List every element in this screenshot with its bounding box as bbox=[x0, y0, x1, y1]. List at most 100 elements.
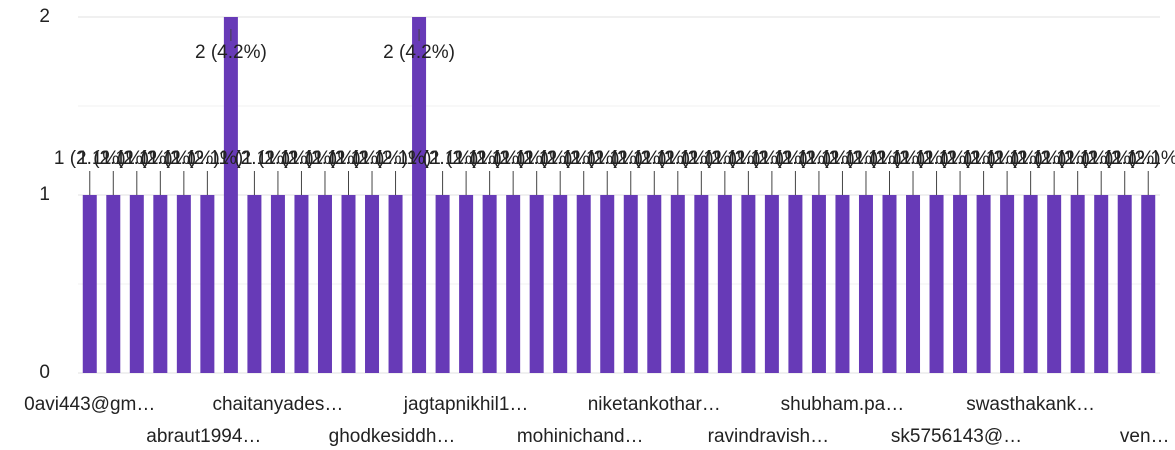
bar bbox=[1094, 195, 1109, 373]
bar bbox=[670, 195, 685, 373]
data-label: 1 (2.1%) bbox=[360, 148, 432, 169]
bar bbox=[270, 195, 285, 373]
bar bbox=[506, 195, 521, 373]
y-tick-label: 2 bbox=[39, 6, 50, 27]
bar bbox=[906, 195, 921, 373]
bar bbox=[929, 195, 944, 373]
bar bbox=[129, 195, 144, 373]
data-label: 1 (2.1%) bbox=[407, 148, 479, 169]
bar bbox=[388, 195, 403, 373]
data-label: 1 (2.1%) bbox=[171, 148, 243, 169]
data-label: 1 (2.1%) bbox=[783, 148, 855, 169]
data-label: 1 (2.1%) bbox=[101, 148, 173, 169]
bar bbox=[576, 195, 591, 373]
data-label: 1 (2.1%) bbox=[430, 148, 502, 169]
bar bbox=[717, 195, 732, 373]
data-label: 1 (2.1%) bbox=[54, 148, 126, 169]
bar bbox=[341, 195, 356, 373]
bar bbox=[1141, 195, 1156, 373]
data-label: 1 (2.1%) bbox=[1089, 148, 1161, 169]
data-label: 1 (2.1%) bbox=[830, 148, 902, 169]
x-tick-label: mohinichand… bbox=[517, 426, 644, 447]
data-label: 1 (2.1%) bbox=[948, 148, 1020, 169]
data-label: 1 (2.1%) bbox=[877, 148, 949, 169]
data-label: 1 (2.1%) bbox=[266, 148, 338, 169]
bar bbox=[835, 195, 850, 373]
data-label: 1 (2.1%) bbox=[548, 148, 620, 169]
x-tick-label: jagtapnikhil1… bbox=[403, 394, 529, 415]
data-label: 1 (2.1%) bbox=[148, 148, 220, 169]
data-label: 1 (2.1%) bbox=[665, 148, 737, 169]
x-tick-label: ravindravish… bbox=[708, 426, 829, 447]
data-label: 1 (2.1%) bbox=[289, 148, 361, 169]
bar bbox=[153, 195, 168, 373]
bar bbox=[365, 195, 380, 373]
bar bbox=[623, 195, 638, 373]
bar bbox=[435, 195, 450, 373]
x-tick-label: sk5756143@… bbox=[891, 426, 1022, 447]
data-label: 1 (2.1%) bbox=[501, 148, 573, 169]
data-label: 1 (2.1%) bbox=[242, 148, 314, 169]
bar bbox=[106, 195, 121, 373]
bar bbox=[482, 195, 497, 373]
data-label: 1 (2.1%) bbox=[736, 148, 808, 169]
data-label: 1 (2.1%) bbox=[924, 148, 996, 169]
bar bbox=[1117, 195, 1132, 373]
bar bbox=[764, 195, 779, 373]
data-label: 1 (2.1%) bbox=[124, 148, 196, 169]
data-label: 1 (2.1%) bbox=[336, 148, 408, 169]
y-tick-label: 0 bbox=[39, 362, 50, 383]
data-label: 1 (2.1%) bbox=[595, 148, 667, 169]
bar bbox=[1000, 195, 1015, 373]
bar bbox=[741, 195, 756, 373]
bar bbox=[412, 17, 427, 373]
x-tick-label: abraut1994… bbox=[146, 426, 261, 447]
data-label: 1 (2.1%) bbox=[1112, 148, 1175, 169]
data-label: 1 (2.1%) bbox=[1065, 148, 1137, 169]
x-tick-label: niketankothar… bbox=[588, 394, 721, 415]
data-label: 1 (2.1%) bbox=[971, 148, 1043, 169]
data-label: 1 (2.1%) bbox=[1018, 148, 1090, 169]
bar bbox=[976, 195, 991, 373]
bar bbox=[317, 195, 332, 373]
data-label: 1 (2.1%) bbox=[524, 148, 596, 169]
bar bbox=[647, 195, 662, 373]
x-tick-label: shubham.pa… bbox=[781, 394, 905, 415]
bar bbox=[858, 195, 873, 373]
data-label: 1 (2.1%) bbox=[219, 148, 291, 169]
bar bbox=[529, 195, 544, 373]
data-label: 1 (2.1%) bbox=[689, 148, 761, 169]
bar bbox=[1047, 195, 1062, 373]
data-label: 1 (2.1%) bbox=[454, 148, 526, 169]
x-tick-label: swasthakank… bbox=[966, 394, 1095, 415]
bar bbox=[882, 195, 897, 373]
bar bbox=[553, 195, 568, 373]
x-tick-label: chaitanyades… bbox=[212, 394, 343, 415]
x-tick-label: 0avi443@gm… bbox=[24, 394, 155, 415]
x-tick-label: ven… bbox=[1120, 426, 1170, 447]
data-label: 1 (2.1%) bbox=[760, 148, 832, 169]
data-label: 1 (2.1%) bbox=[995, 148, 1067, 169]
bar bbox=[223, 17, 238, 373]
bar bbox=[788, 195, 803, 373]
data-label: 1 (2.1%) bbox=[807, 148, 879, 169]
data-label: 1 (2.1%) bbox=[571, 148, 643, 169]
y-tick-label: 1 bbox=[39, 184, 50, 205]
bar bbox=[1070, 195, 1085, 373]
data-label: 1 (2.1%) bbox=[642, 148, 714, 169]
bar bbox=[176, 195, 191, 373]
bar bbox=[247, 195, 262, 373]
data-label: 1 (2.1%) bbox=[77, 148, 149, 169]
data-label: 2 (4.2%) bbox=[195, 42, 267, 63]
bar bbox=[953, 195, 968, 373]
data-label: 2 (4.2%) bbox=[383, 42, 455, 63]
bar bbox=[694, 195, 709, 373]
data-label: 1 (2.1%) bbox=[712, 148, 784, 169]
bar bbox=[600, 195, 615, 373]
data-label: 1 (2.1%) bbox=[477, 148, 549, 169]
bar bbox=[294, 195, 309, 373]
data-label: 1 (2.1%) bbox=[1042, 148, 1114, 169]
data-label: 1 (2.1%) bbox=[901, 148, 973, 169]
bar bbox=[459, 195, 474, 373]
